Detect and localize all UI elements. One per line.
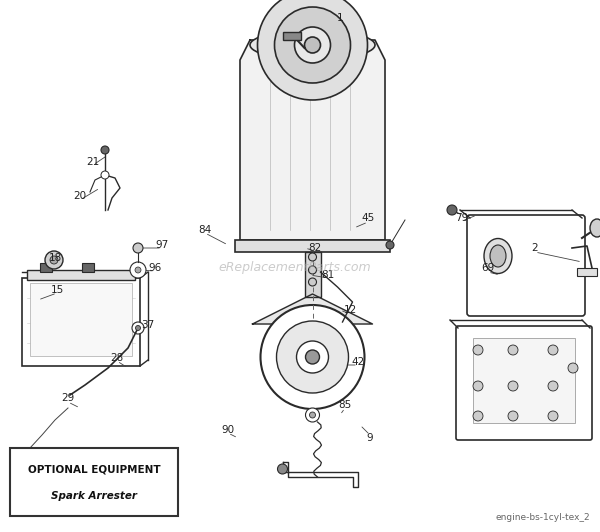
Ellipse shape bbox=[590, 219, 600, 237]
Polygon shape bbox=[240, 40, 385, 240]
Text: 42: 42 bbox=[352, 357, 365, 367]
Circle shape bbox=[50, 256, 58, 264]
Circle shape bbox=[130, 262, 146, 278]
Circle shape bbox=[277, 464, 287, 474]
Text: 21: 21 bbox=[86, 157, 100, 167]
Text: 20: 20 bbox=[73, 191, 86, 201]
Circle shape bbox=[305, 37, 320, 53]
Circle shape bbox=[308, 266, 317, 274]
Text: 12: 12 bbox=[343, 305, 356, 315]
Circle shape bbox=[260, 305, 365, 409]
Text: 18: 18 bbox=[49, 253, 62, 263]
Text: 79: 79 bbox=[455, 213, 469, 223]
Bar bbox=[577, 268, 597, 276]
Circle shape bbox=[277, 321, 349, 393]
Circle shape bbox=[257, 0, 367, 100]
Circle shape bbox=[548, 411, 558, 421]
Circle shape bbox=[447, 205, 457, 215]
Circle shape bbox=[101, 171, 109, 179]
Circle shape bbox=[135, 267, 141, 273]
Bar bbox=[235, 240, 390, 252]
Bar bbox=[308, 305, 317, 357]
Text: 45: 45 bbox=[361, 213, 374, 223]
Circle shape bbox=[508, 345, 518, 355]
Bar bbox=[30, 283, 132, 356]
Circle shape bbox=[508, 381, 518, 391]
Bar bbox=[10, 448, 178, 516]
Ellipse shape bbox=[490, 245, 506, 267]
Circle shape bbox=[568, 363, 578, 373]
Circle shape bbox=[45, 251, 63, 269]
Bar bbox=[40, 263, 52, 272]
Bar bbox=[27, 270, 135, 280]
Ellipse shape bbox=[484, 238, 512, 273]
Circle shape bbox=[548, 345, 558, 355]
Polygon shape bbox=[253, 294, 373, 324]
Circle shape bbox=[136, 326, 140, 330]
Bar bbox=[305, 252, 320, 297]
Text: 90: 90 bbox=[221, 425, 235, 435]
Bar bbox=[22, 278, 140, 366]
Circle shape bbox=[548, 381, 558, 391]
Text: 37: 37 bbox=[142, 320, 155, 330]
Text: 2: 2 bbox=[532, 243, 538, 253]
Circle shape bbox=[308, 253, 317, 261]
Circle shape bbox=[275, 7, 350, 83]
Text: 29: 29 bbox=[61, 393, 74, 403]
Text: 96: 96 bbox=[148, 263, 161, 273]
Text: 97: 97 bbox=[155, 240, 169, 250]
Circle shape bbox=[305, 350, 320, 364]
Text: 85: 85 bbox=[338, 400, 352, 410]
Text: 15: 15 bbox=[50, 285, 64, 295]
Circle shape bbox=[295, 27, 331, 63]
Text: engine-bs-1cyl-tex_2: engine-bs-1cyl-tex_2 bbox=[496, 513, 590, 522]
Text: 81: 81 bbox=[322, 270, 335, 280]
Circle shape bbox=[310, 412, 316, 418]
Circle shape bbox=[386, 241, 394, 249]
Text: 28: 28 bbox=[110, 353, 124, 363]
Ellipse shape bbox=[250, 30, 375, 60]
Circle shape bbox=[132, 322, 144, 334]
Circle shape bbox=[473, 345, 483, 355]
Bar bbox=[473, 338, 575, 423]
Bar bbox=[283, 32, 301, 40]
FancyBboxPatch shape bbox=[467, 215, 585, 316]
Text: 84: 84 bbox=[199, 225, 212, 235]
Circle shape bbox=[101, 146, 109, 154]
Text: 9: 9 bbox=[367, 433, 373, 443]
Text: Spark Arrester: Spark Arrester bbox=[51, 491, 137, 501]
Circle shape bbox=[305, 408, 320, 422]
Circle shape bbox=[133, 243, 143, 253]
Text: 1: 1 bbox=[337, 13, 343, 23]
Text: 69: 69 bbox=[481, 263, 494, 273]
Text: OPTIONAL EQUIPMENT: OPTIONAL EQUIPMENT bbox=[28, 465, 160, 475]
Circle shape bbox=[508, 411, 518, 421]
Circle shape bbox=[473, 381, 483, 391]
Text: 82: 82 bbox=[308, 243, 322, 253]
Circle shape bbox=[296, 341, 329, 373]
Circle shape bbox=[308, 278, 317, 286]
Circle shape bbox=[473, 411, 483, 421]
Bar bbox=[82, 263, 94, 272]
Text: eReplacementParts.com: eReplacementParts.com bbox=[218, 262, 371, 275]
FancyBboxPatch shape bbox=[456, 326, 592, 440]
